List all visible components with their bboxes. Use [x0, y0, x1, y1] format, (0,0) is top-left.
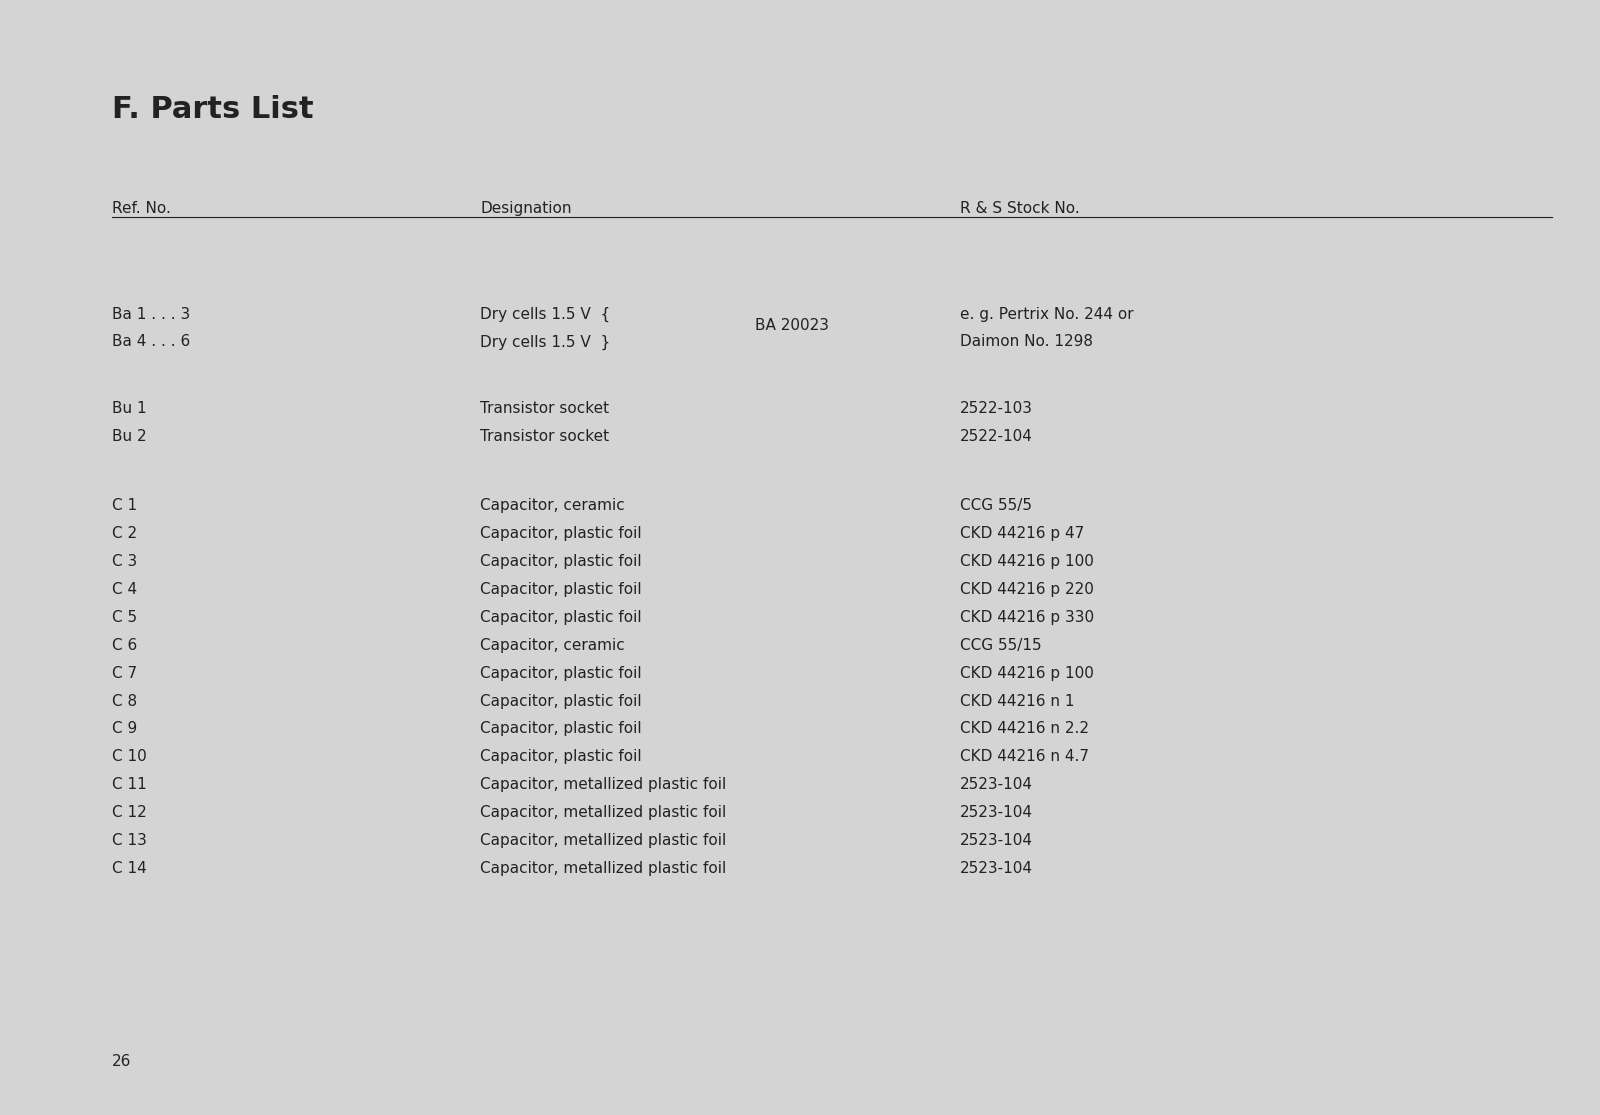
Text: C 13: C 13	[112, 833, 147, 847]
Text: Transistor socket: Transistor socket	[480, 429, 610, 444]
Text: Dry cells 1.5 V  }: Dry cells 1.5 V }	[480, 334, 610, 350]
Text: Capacitor, plastic foil: Capacitor, plastic foil	[480, 526, 642, 541]
Text: Transistor socket: Transistor socket	[480, 401, 610, 416]
Text: Bu 1: Bu 1	[112, 401, 147, 416]
Text: C 11: C 11	[112, 777, 147, 792]
Text: CKD 44216 n 2.2: CKD 44216 n 2.2	[960, 721, 1090, 736]
Text: C 4: C 4	[112, 582, 138, 597]
Text: Capacitor, ceramic: Capacitor, ceramic	[480, 498, 624, 513]
Text: Capacitor, metallized plastic foil: Capacitor, metallized plastic foil	[480, 861, 726, 875]
Text: Designation: Designation	[480, 201, 571, 215]
Text: C 7: C 7	[112, 666, 138, 680]
Text: Capacitor, plastic foil: Capacitor, plastic foil	[480, 554, 642, 569]
Text: Bu 2: Bu 2	[112, 429, 147, 444]
Text: Capacitor, metallized plastic foil: Capacitor, metallized plastic foil	[480, 805, 726, 820]
Text: Capacitor, plastic foil: Capacitor, plastic foil	[480, 749, 642, 764]
Text: 2523-104: 2523-104	[960, 833, 1034, 847]
Text: Daimon No. 1298: Daimon No. 1298	[960, 334, 1093, 349]
Text: 2522-103: 2522-103	[960, 401, 1034, 416]
Text: Capacitor, plastic foil: Capacitor, plastic foil	[480, 666, 642, 680]
Text: C 3: C 3	[112, 554, 138, 569]
Text: C 9: C 9	[112, 721, 138, 736]
Text: CCG 55/15: CCG 55/15	[960, 638, 1042, 652]
Text: Capacitor, ceramic: Capacitor, ceramic	[480, 638, 624, 652]
Text: Capacitor, metallized plastic foil: Capacitor, metallized plastic foil	[480, 833, 726, 847]
Text: e. g. Pertrix No. 244 or: e. g. Pertrix No. 244 or	[960, 307, 1134, 321]
Text: C 10: C 10	[112, 749, 147, 764]
Text: F. Parts List: F. Parts List	[112, 95, 314, 124]
Text: CKD 44216 n 4.7: CKD 44216 n 4.7	[960, 749, 1090, 764]
Text: C 2: C 2	[112, 526, 138, 541]
Text: C 8: C 8	[112, 694, 138, 708]
Text: CKD 44216 p 220: CKD 44216 p 220	[960, 582, 1094, 597]
Text: CKD 44216 n 1: CKD 44216 n 1	[960, 694, 1075, 708]
Text: Dry cells 1.5 V  {: Dry cells 1.5 V {	[480, 307, 610, 322]
Text: 2522-104: 2522-104	[960, 429, 1034, 444]
Text: CKD 44216 p 47: CKD 44216 p 47	[960, 526, 1085, 541]
Text: 2523-104: 2523-104	[960, 861, 1034, 875]
Text: BA 20023: BA 20023	[755, 318, 829, 332]
Text: Capacitor, plastic foil: Capacitor, plastic foil	[480, 694, 642, 708]
Text: C 1: C 1	[112, 498, 138, 513]
Text: Capacitor, plastic foil: Capacitor, plastic foil	[480, 610, 642, 624]
Text: C 14: C 14	[112, 861, 147, 875]
Text: Capacitor, plastic foil: Capacitor, plastic foil	[480, 582, 642, 597]
Text: 2523-104: 2523-104	[960, 805, 1034, 820]
Text: 2523-104: 2523-104	[960, 777, 1034, 792]
Text: CKD 44216 p 330: CKD 44216 p 330	[960, 610, 1094, 624]
Text: CKD 44216 p 100: CKD 44216 p 100	[960, 666, 1094, 680]
Text: R & S Stock No.: R & S Stock No.	[960, 201, 1080, 215]
Text: CCG 55/5: CCG 55/5	[960, 498, 1032, 513]
Text: Capacitor, metallized plastic foil: Capacitor, metallized plastic foil	[480, 777, 726, 792]
Text: Ba 4 . . . 6: Ba 4 . . . 6	[112, 334, 190, 349]
Text: Capacitor, plastic foil: Capacitor, plastic foil	[480, 721, 642, 736]
Text: 26: 26	[112, 1054, 131, 1068]
Text: C 6: C 6	[112, 638, 138, 652]
Text: CKD 44216 p 100: CKD 44216 p 100	[960, 554, 1094, 569]
Text: Ref. No.: Ref. No.	[112, 201, 171, 215]
Text: Ba 1 . . . 3: Ba 1 . . . 3	[112, 307, 190, 321]
Text: C 5: C 5	[112, 610, 138, 624]
Text: C 12: C 12	[112, 805, 147, 820]
